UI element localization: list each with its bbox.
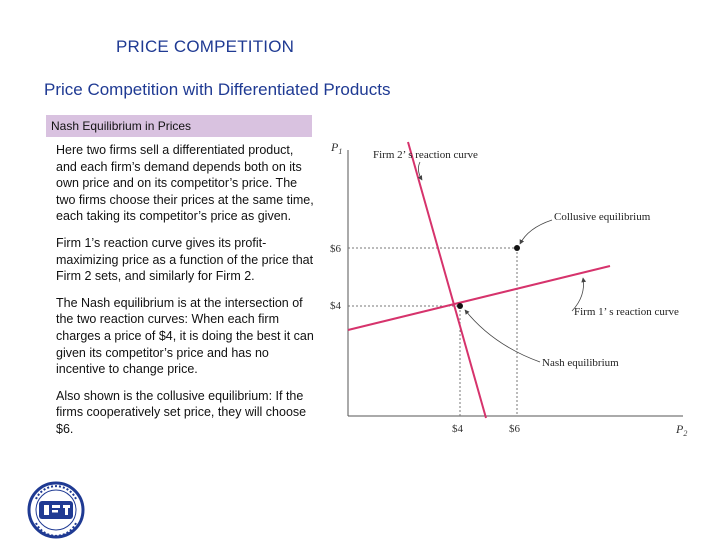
collusive-label: Collusive equilibrium [554,211,651,223]
firm1-reaction-curve [347,265,611,331]
y-tick-6: $6 [330,243,342,255]
paragraph-3: The Nash equilibrium is at the intersect… [56,295,314,377]
paragraph-2: Firm 1’s reaction curve gives its profit… [56,235,314,284]
slide-subtitle: Price Competition with Differentiated Pr… [44,80,391,99]
paragraph-1: Here two firms sell a differentiated pro… [56,143,314,224]
y-axis-label: P1 [330,140,342,156]
firm2-curve-label: Firm 2’ s reaction curve [373,149,478,161]
nash-equilibrium-point [457,303,463,309]
box-heading: Nash Equilibrium in Prices [46,115,312,137]
collusive-arrow [519,219,553,245]
institute-logo [27,481,85,539]
x-tick-6: $6 [509,423,521,435]
collusive-equilibrium-point [514,245,520,251]
slide-title: PRICE COMPETITION [116,37,295,56]
firm1-curve-label: Firm 1’ s reaction curve [574,306,679,318]
firm2-reaction-curve [407,141,487,419]
firm2-label-arrow [417,161,423,181]
nash-label: Nash equilibrium [542,357,619,369]
x-axis-label: P2 [675,422,687,438]
nash-arrow [464,309,541,363]
y-tick-4: $4 [330,300,342,312]
reaction-curve-diagram: P1 P2 $6 $4 $4 $6 Firm 2’ s reaction cur… [330,140,687,438]
x-tick-4: $4 [452,423,464,435]
explanation-text: Here two firms sell a differentiated pro… [56,142,314,448]
firm1-label-arrow [571,277,587,312]
paragraph-4: Also shown is the collusive equilibrium:… [56,388,307,436]
